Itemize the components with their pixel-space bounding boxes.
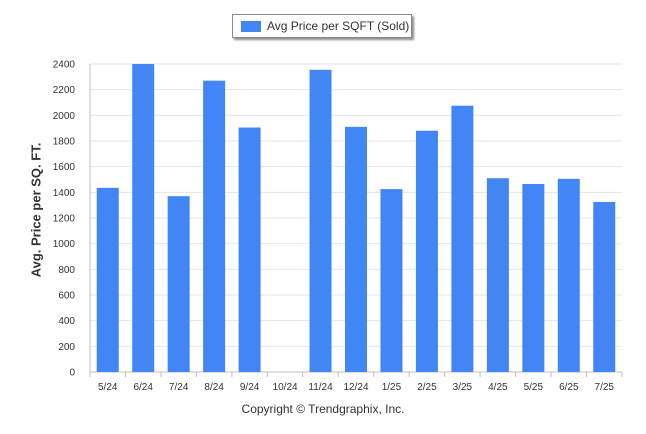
y-tick-label: 600	[58, 291, 75, 302]
bar	[238, 127, 261, 373]
bar	[203, 80, 226, 372]
x-tick-label: 8/24	[204, 382, 224, 393]
x-tick-label: 4/25	[488, 382, 508, 393]
y-tick-label: 2000	[53, 111, 76, 122]
legend-swatch	[241, 20, 261, 32]
x-tick-label: 9/24	[240, 382, 260, 393]
y-tick-label: 200	[58, 342, 75, 353]
x-tick-label: 7/25	[595, 382, 615, 393]
y-tick-label: 1400	[53, 188, 76, 199]
y-tick-label: 0	[69, 368, 75, 379]
bar	[522, 183, 545, 372]
x-tick-label: 10/24	[273, 382, 298, 393]
y-tick-label: 2400	[53, 60, 76, 71]
x-tick-label: 5/24	[98, 382, 118, 393]
x-tick-label: 6/24	[133, 382, 153, 393]
bar	[96, 187, 119, 372]
y-tick-label: 1800	[53, 137, 76, 148]
x-tick-label: 6/25	[559, 382, 579, 393]
legend-label: Avg Price per SQFT (Sold)	[267, 19, 410, 33]
x-tick-label: 11/24	[308, 382, 333, 393]
bar	[557, 178, 580, 372]
x-tick-label: 12/24	[343, 382, 368, 393]
bar	[380, 189, 403, 372]
bar	[593, 201, 616, 372]
bar	[451, 105, 474, 372]
y-tick-label: 1600	[53, 162, 76, 173]
y-tick-label: 2200	[53, 85, 76, 96]
x-tick-label: 5/25	[524, 382, 544, 393]
y-tick-label: 400	[58, 316, 75, 327]
legend[interactable]: Avg Price per SQFT (Sold)	[232, 14, 412, 38]
bar	[415, 130, 438, 372]
bar	[486, 178, 509, 372]
x-tick-label: 2/25	[417, 382, 437, 393]
y-tick-label: 1000	[53, 239, 76, 250]
bar	[132, 64, 155, 372]
x-tick-label: 3/25	[453, 382, 473, 393]
x-tick-label: 1/25	[382, 382, 402, 393]
bar	[345, 126, 367, 372]
bar	[167, 196, 190, 372]
copyright-text: Copyright © Trendgraphix, Inc.	[241, 402, 405, 416]
x-tick-label: 7/24	[169, 382, 189, 393]
y-tick-label: 800	[58, 265, 75, 276]
bar	[309, 69, 332, 373]
y-tick-label: 1200	[53, 214, 76, 225]
